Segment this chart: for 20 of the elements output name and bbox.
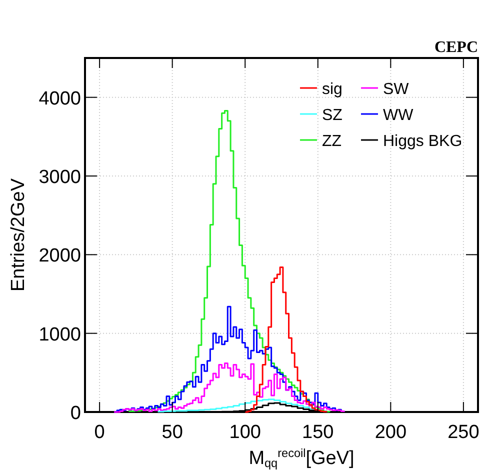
x-axis-title: M$_{qq}$$^{recoil}$[GeV]	[248, 447, 354, 470]
x-tick-label: 200	[374, 422, 407, 443]
text: CEPC	[434, 39, 478, 56]
y-axis-title: Entries/2GeV	[8, 178, 29, 292]
x-tick-label: 50	[162, 422, 183, 443]
legend-label: WW	[383, 107, 414, 124]
x-tick-label: 250	[448, 422, 480, 443]
legend-label: ZZ	[322, 133, 342, 150]
legend-label: SZ	[322, 107, 343, 124]
legend-label: sig	[322, 81, 342, 98]
x-tick-label: 0	[94, 422, 105, 443]
y-tick-label: 0	[70, 403, 81, 424]
y-tick-label: 1000	[38, 324, 81, 346]
legend-label: SW	[383, 81, 410, 98]
x-tick-label: 100	[229, 422, 261, 443]
y-tick-label: 2000	[38, 246, 81, 267]
legend-label: Higgs BKG	[383, 133, 462, 150]
y-tick-label: 4000	[38, 88, 81, 110]
x-tick-label: 150	[302, 422, 334, 443]
y-tick-label: 3000	[38, 167, 81, 188]
